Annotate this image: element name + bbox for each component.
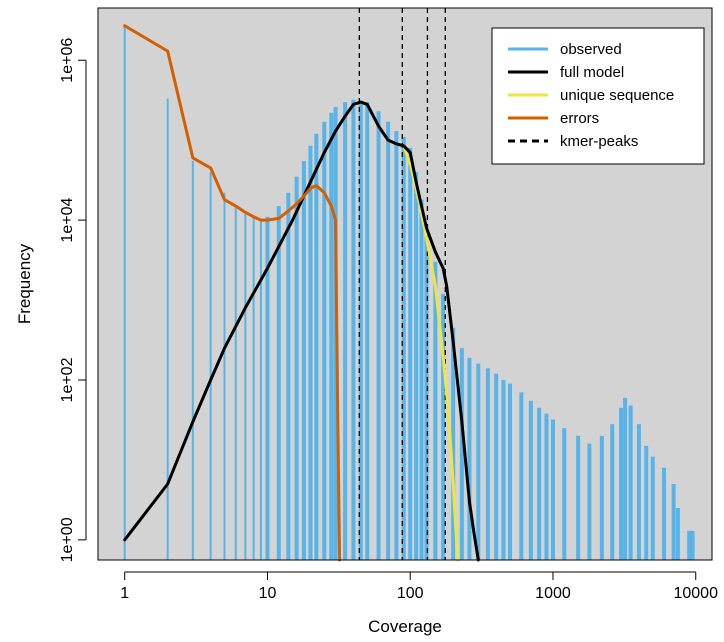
- y-tick-label: 1e+00: [59, 517, 76, 562]
- errors-line: [123, 24, 342, 562]
- y-axis-title: Frequency: [15, 243, 34, 324]
- x-tick-label: 1000: [535, 585, 571, 602]
- y-tick-label: 1e+02: [59, 357, 76, 402]
- x-axis: 1 10 100 1000 10000: [120, 571, 718, 602]
- legend-label: observed: [560, 41, 622, 58]
- x-tick-label: 10: [259, 585, 277, 602]
- observed-series: [123, 25, 695, 560]
- legend-label: errors: [560, 110, 599, 127]
- x-axis-title: Coverage: [368, 617, 442, 636]
- x-tick-label: 10000: [673, 585, 718, 602]
- model-lines: [123, 24, 480, 562]
- x-tick-label: 1: [120, 585, 129, 602]
- x-tick-label: 100: [397, 585, 424, 602]
- legend-label: kmer-peaks: [560, 133, 638, 150]
- kmer-peak-lines: [358, 8, 446, 560]
- full-model-line: [123, 100, 480, 562]
- legend: observed full model unique sequence errors k…: [491, 27, 705, 165]
- plot-border: [97, 7, 713, 561]
- y-tick-label: 1e+04: [59, 198, 76, 243]
- legend-label: full model: [560, 64, 624, 81]
- legend-label: unique sequence: [560, 87, 674, 104]
- y-axis: 1e+00 1e+02 1e+04 1e+06: [59, 38, 87, 562]
- y-tick-label: 1e+06: [59, 38, 76, 83]
- unique-sequence-line: [402, 144, 460, 562]
